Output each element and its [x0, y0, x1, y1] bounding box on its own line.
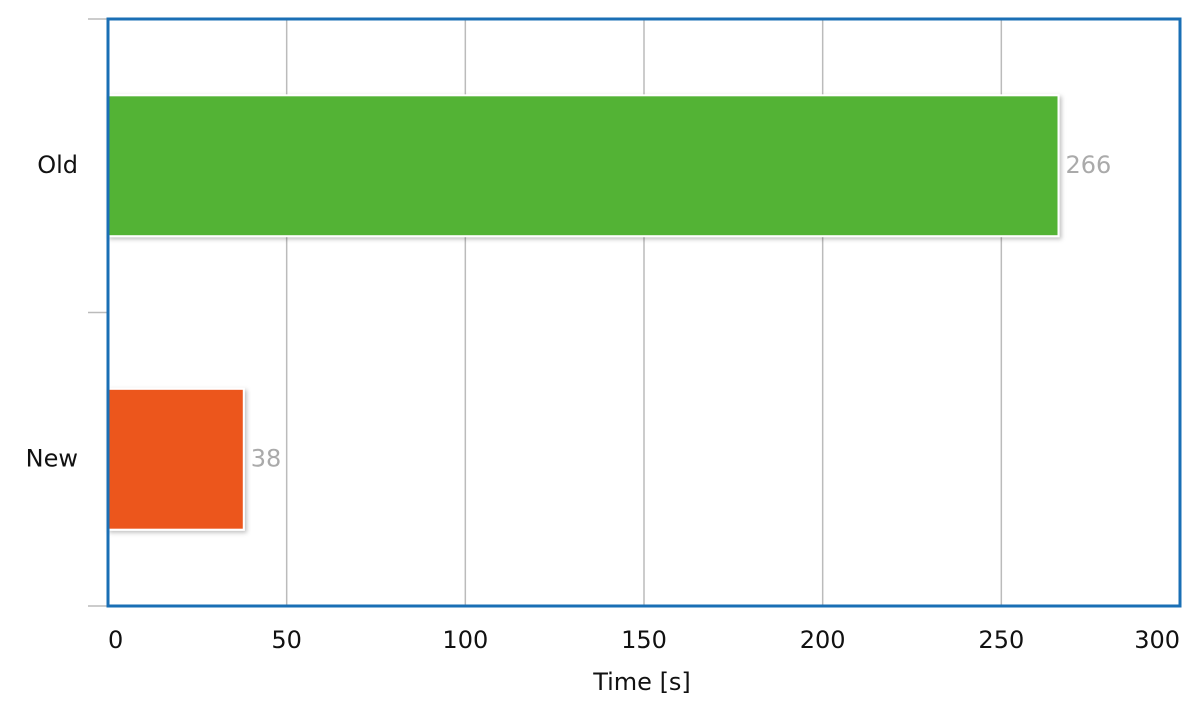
x-tick-label: 100 [442, 626, 488, 654]
bar [107, 94, 1060, 238]
y-tick-label: New [26, 444, 78, 472]
value-label: 266 [1066, 151, 1112, 179]
x-axis-label: Time [s] [592, 668, 691, 696]
x-tick-label: 50 [271, 626, 302, 654]
x-tick-label: 200 [800, 626, 846, 654]
y-tick-label: Old [37, 151, 78, 179]
x-tick-label: 0 [108, 626, 123, 654]
x-tick-label: 150 [621, 626, 667, 654]
value-label: 38 [251, 444, 282, 472]
x-tick-label: 250 [978, 626, 1024, 654]
bar [107, 387, 245, 531]
x-tick-label: 300 [1134, 626, 1180, 654]
plot-frame [106, 17, 1182, 608]
